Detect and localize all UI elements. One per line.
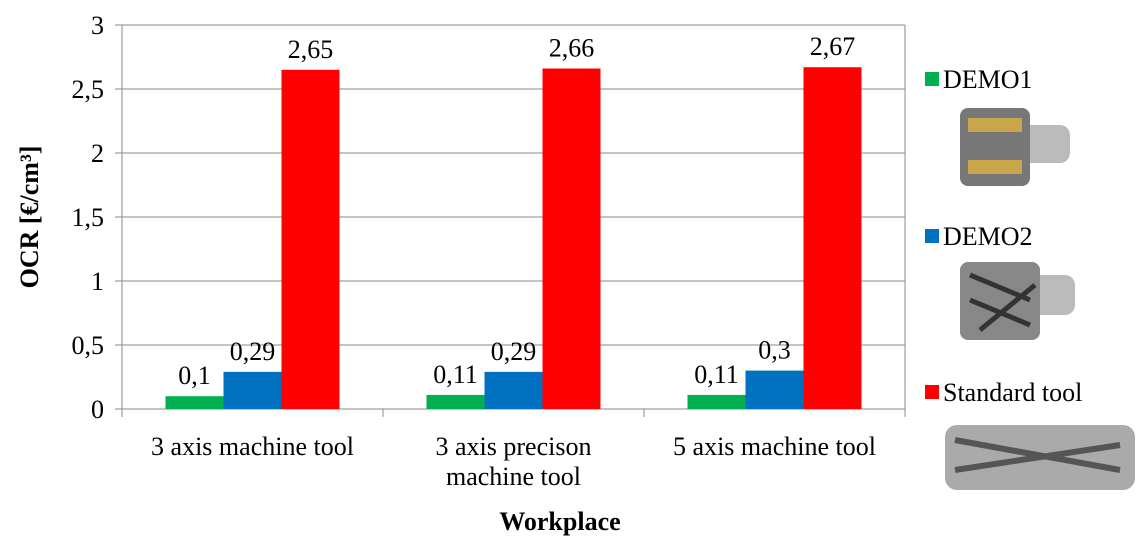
x-tick-label: 3 axis machine tool [151, 432, 354, 461]
legend-label: DEMO1 [943, 65, 1033, 94]
bar [281, 69, 340, 410]
bar [542, 68, 601, 410]
bar [803, 67, 862, 410]
legend-label: DEMO2 [943, 222, 1033, 251]
y-tick-label: 1,5 [72, 203, 105, 232]
bar [426, 394, 485, 409]
legend-swatch [925, 229, 939, 243]
legend-swatch [925, 72, 939, 86]
x-tick-label: 3 axis precison machine tool [435, 432, 592, 491]
data-label: 0,11 [433, 360, 478, 389]
y-tick-label: 3 [91, 11, 104, 40]
tool-image [945, 425, 1135, 490]
bar [745, 370, 804, 409]
y-tick-label: 1 [91, 267, 104, 296]
y-tick-label: 2,5 [72, 75, 105, 104]
y-tick-label: 2 [91, 139, 104, 168]
tool-image [960, 108, 1070, 186]
tool-image [960, 262, 1075, 340]
data-label: 2,65 [288, 35, 334, 64]
data-label: 0,11 [694, 360, 739, 389]
legend-swatch [925, 385, 939, 399]
bar [484, 371, 543, 409]
bar [687, 394, 746, 409]
x-tick-label: 5 axis machine tool [673, 432, 876, 461]
y-axis-title: OCR [€/cm³] [15, 146, 44, 289]
bar [223, 371, 282, 409]
data-label: 0,3 [758, 336, 791, 365]
legend-label: Standard tool [943, 378, 1082, 407]
y-tick-label: 0,5 [72, 331, 105, 360]
x-axis-title: Workplace [499, 507, 620, 536]
bar [165, 396, 224, 409]
data-label: 2,67 [810, 32, 856, 61]
data-label: 0,1 [178, 361, 211, 390]
data-label: 2,66 [549, 34, 595, 63]
y-tick-label: 0 [91, 395, 104, 424]
data-label: 0,29 [230, 337, 276, 366]
data-label: 0,29 [491, 337, 537, 366]
